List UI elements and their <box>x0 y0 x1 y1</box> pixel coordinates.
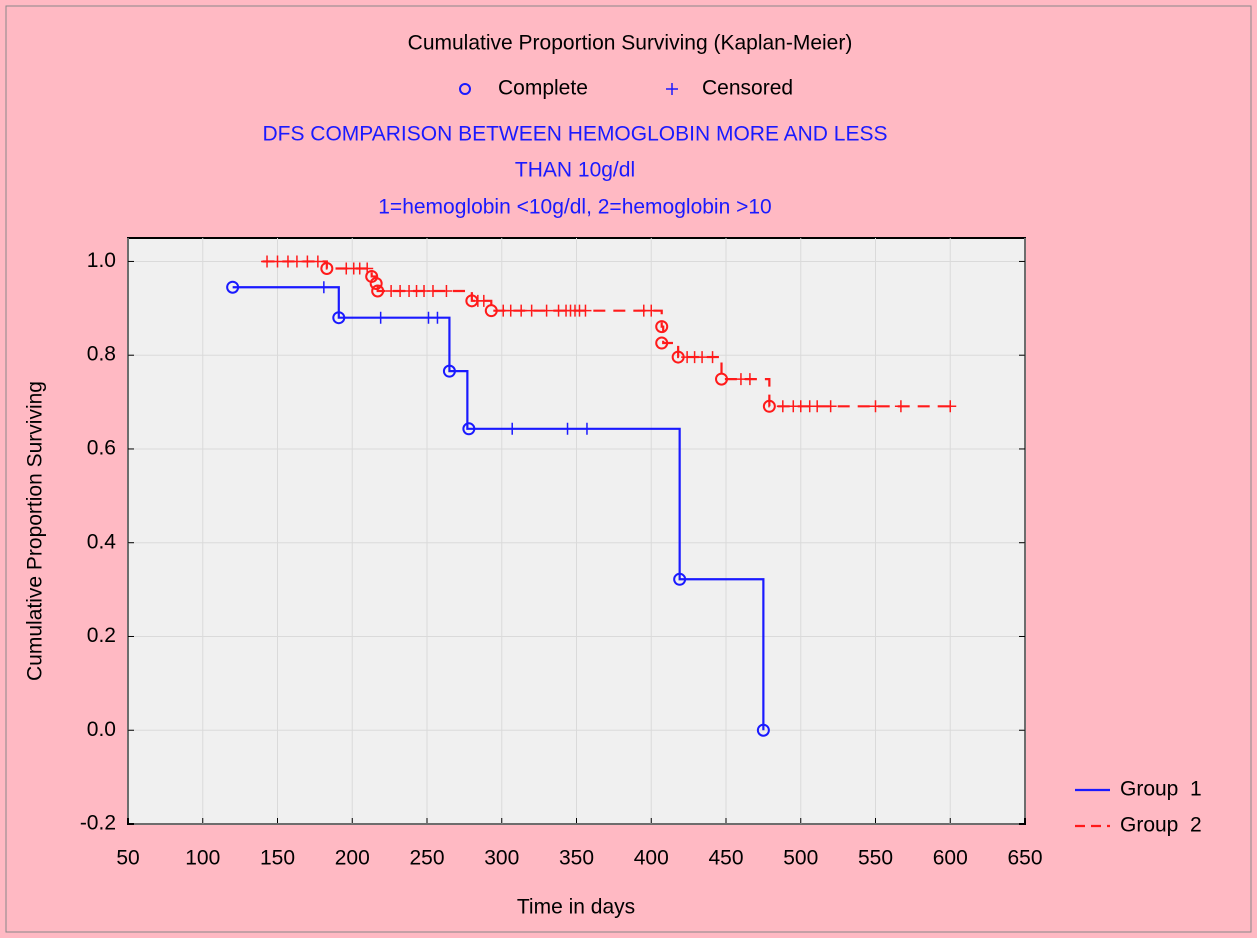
censored-marker <box>361 262 374 275</box>
censored-marker <box>317 281 330 294</box>
legend-label: Group 1 <box>1120 778 1202 801</box>
x-tick-label: 450 <box>708 847 743 870</box>
censored-marker <box>506 422 519 435</box>
y-tick-label: 0.0 <box>87 718 116 741</box>
complete-marker <box>332 311 346 325</box>
legend-label: Group 2 <box>1120 814 1202 837</box>
y-tick-label: 0.4 <box>87 530 117 553</box>
complete-marker <box>484 304 498 318</box>
x-tick-label: 200 <box>335 847 370 870</box>
subtitle: DFS COMPARISON BETWEEN HEMOGLOBIN MORE A… <box>262 123 887 146</box>
subtitle: 1=hemoglobin <10g/dl, 2=hemoglobin >10 <box>378 196 771 219</box>
complete-marker <box>756 723 770 737</box>
complete-marker <box>369 276 383 290</box>
x-tick-label: 500 <box>783 847 818 870</box>
censored-marker <box>540 304 553 317</box>
x-tick-label: 100 <box>185 847 220 870</box>
complete-marker <box>462 422 476 436</box>
censored-marker <box>431 311 444 324</box>
complete-marker <box>320 261 334 275</box>
survival-curve <box>262 260 951 408</box>
censored-marker <box>696 351 709 364</box>
chart-title: Cumulative Proportion Surviving (Kaplan-… <box>408 32 853 55</box>
survival-curve <box>232 286 765 731</box>
complete-marker <box>442 364 456 378</box>
censored-marker <box>440 284 453 297</box>
censored-marker <box>515 304 528 317</box>
x-tick-label: 550 <box>858 847 893 870</box>
censored-marker <box>301 255 314 268</box>
censored-marker <box>706 351 719 364</box>
x-tick-label: 400 <box>634 847 669 870</box>
censored-marker <box>271 255 284 268</box>
complete-marker <box>655 336 669 350</box>
censored-marker <box>776 400 789 413</box>
censored-marker <box>824 400 837 413</box>
x-axis-label: Time in days <box>517 896 635 919</box>
y-tick-label: 0.2 <box>87 624 116 647</box>
censored-marker <box>261 255 274 268</box>
complete-marker <box>371 284 385 298</box>
censored-marker <box>944 400 957 413</box>
frame <box>5 5 1252 933</box>
censored-marker <box>869 400 882 413</box>
censored-marker <box>743 373 756 386</box>
censored-marker <box>811 400 824 413</box>
censored-marker <box>374 311 387 324</box>
legend-label: Censored <box>702 77 793 100</box>
censored-marker <box>290 255 303 268</box>
censored-marker <box>477 294 490 307</box>
censored-marker <box>311 255 324 268</box>
complete-marker <box>762 399 776 413</box>
x-tick-label: 600 <box>933 847 968 870</box>
complete-marker <box>655 320 669 334</box>
censored-marker <box>504 304 517 317</box>
censored-marker <box>580 422 593 435</box>
censored-marker <box>645 304 658 317</box>
x-tick-label: 150 <box>260 847 295 870</box>
x-tick-label: 300 <box>484 847 519 870</box>
legend-icon <box>459 83 471 95</box>
y-axis-label: Cumulative Proportion Surviving <box>24 381 47 681</box>
censored-marker <box>579 304 592 317</box>
x-tick-label: 350 <box>559 847 594 870</box>
censored-marker <box>561 422 574 435</box>
complete-marker <box>226 280 240 294</box>
complete-marker <box>673 572 687 586</box>
x-tick-label: 50 <box>116 847 139 870</box>
subtitle: THAN 10g/dl <box>515 159 635 182</box>
legend-icon <box>666 83 678 95</box>
y-tick-label: 0.6 <box>87 437 116 460</box>
censored-marker <box>525 304 538 317</box>
censored-marker <box>894 400 907 413</box>
complete-marker <box>715 372 729 386</box>
y-tick-label: 0.8 <box>87 343 116 366</box>
y-tick-label: 1.0 <box>87 249 116 272</box>
x-tick-label: 250 <box>409 847 444 870</box>
x-tick-label: 650 <box>1007 847 1042 870</box>
censored-marker <box>426 284 439 297</box>
legend-label: Complete <box>498 77 588 100</box>
y-tick-label: -0.2 <box>80 812 116 835</box>
